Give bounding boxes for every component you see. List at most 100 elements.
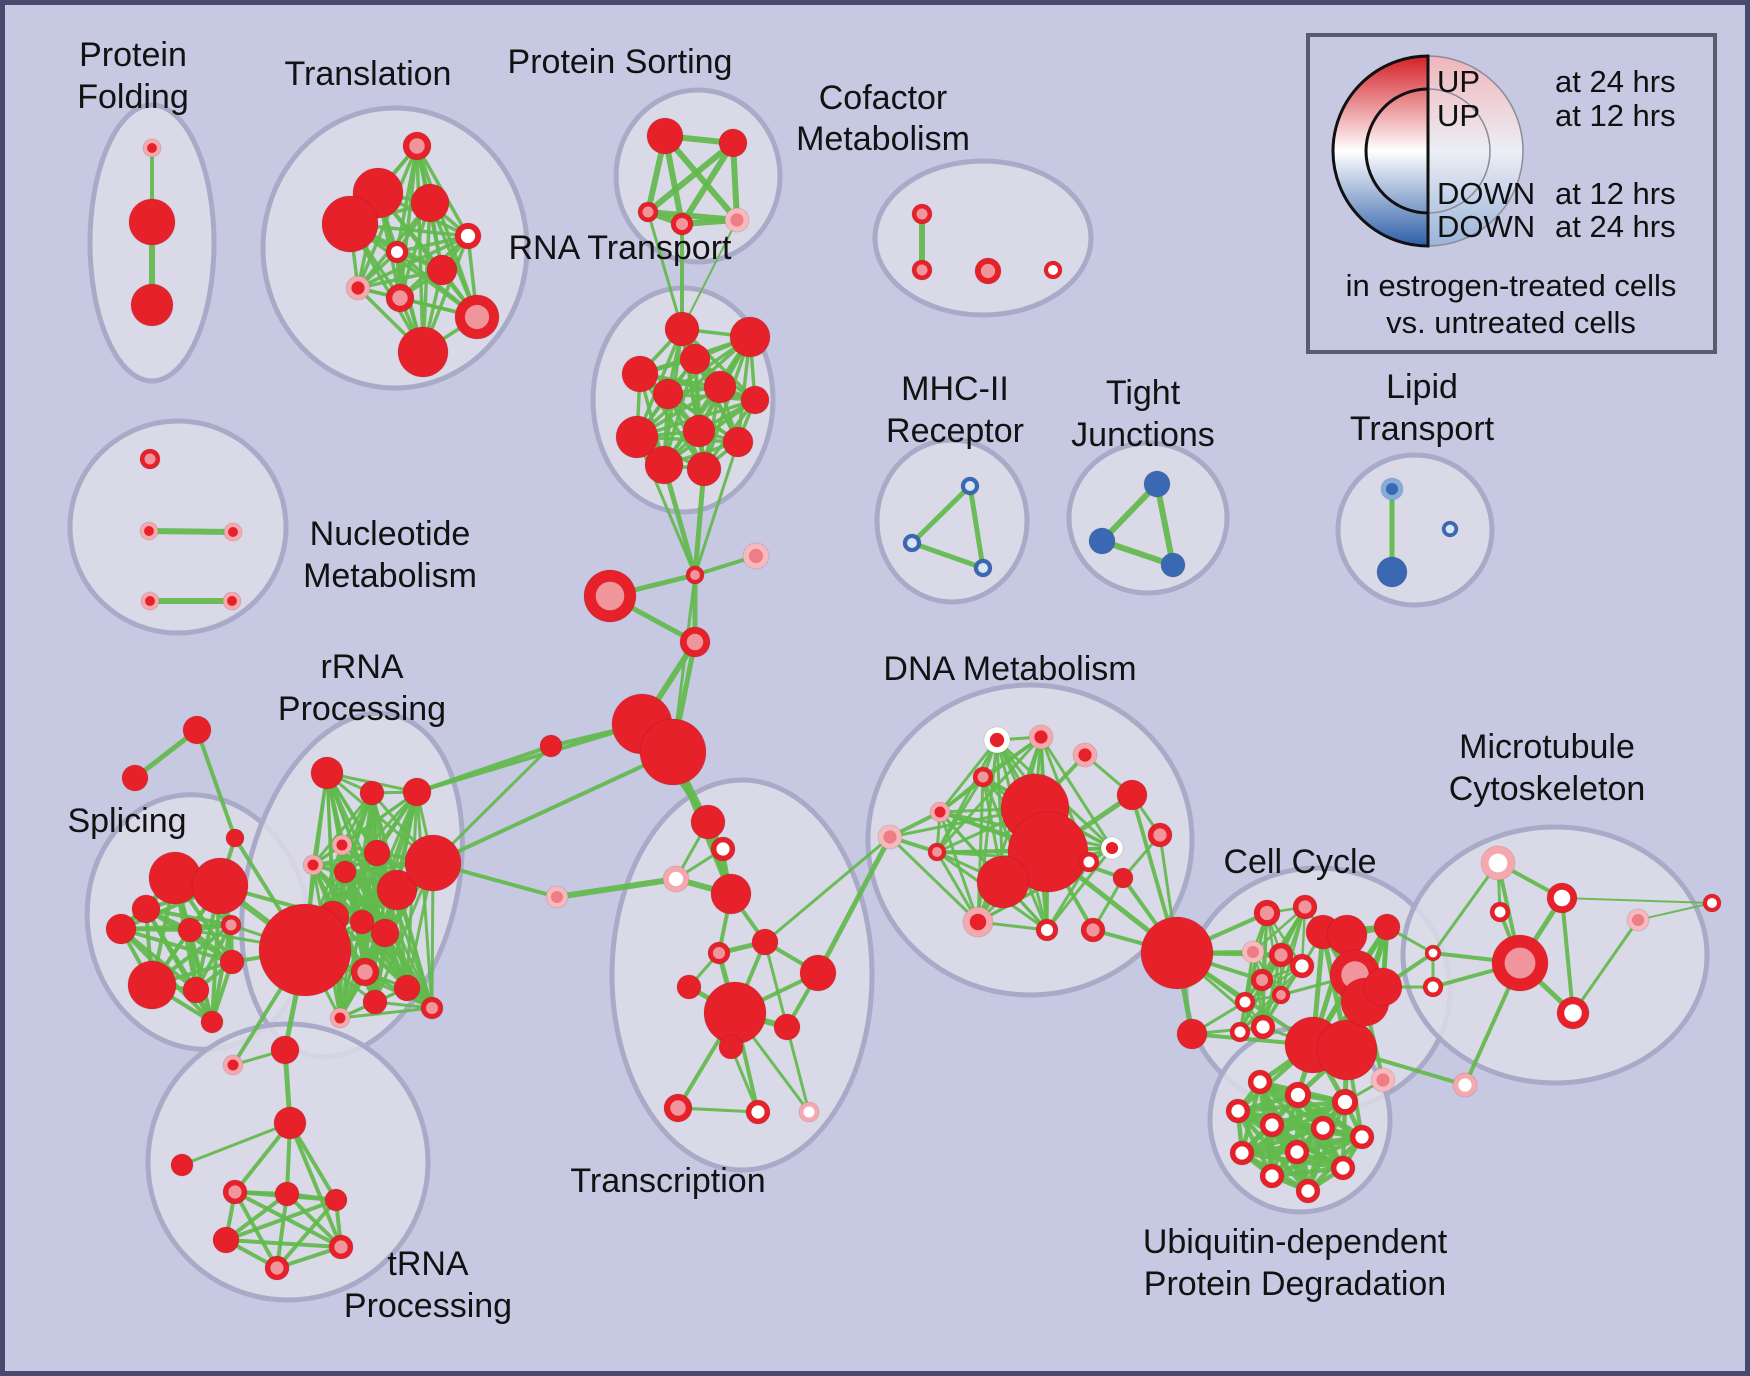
network-node-tc13[interactable] bbox=[745, 1099, 771, 1125]
network-node-cc9[interactable] bbox=[1250, 1014, 1276, 1040]
network-node-nm1[interactable] bbox=[139, 448, 161, 470]
network-node-cn3[interactable] bbox=[583, 569, 637, 623]
network-node-ub4[interactable] bbox=[1259, 1112, 1285, 1138]
network-node-nm4[interactable] bbox=[140, 591, 160, 611]
network-node-cf3[interactable] bbox=[974, 257, 1002, 285]
network-node-rr15[interactable] bbox=[393, 974, 421, 1002]
network-node-mt3[interactable] bbox=[1489, 901, 1511, 923]
network-node-cc17[interactable] bbox=[1373, 913, 1401, 941]
network-node-cc1[interactable] bbox=[1253, 899, 1281, 927]
network-node-tr10[interactable] bbox=[454, 294, 500, 340]
network-node-dm14[interactable] bbox=[1035, 918, 1059, 942]
network-node-tc9[interactable] bbox=[703, 981, 767, 1045]
network-node-ub7[interactable] bbox=[1349, 1124, 1375, 1150]
network-node-vc[interactable] bbox=[225, 828, 245, 848]
network-node-dm2[interactable] bbox=[1028, 724, 1054, 750]
network-node-rt1[interactable] bbox=[664, 311, 700, 347]
network-node-ub8[interactable] bbox=[1229, 1140, 1255, 1166]
network-node-rr13[interactable] bbox=[258, 903, 352, 997]
network-node-rr1[interactable] bbox=[310, 756, 344, 790]
network-node-ub13[interactable] bbox=[1370, 1067, 1396, 1093]
network-node-rr18[interactable] bbox=[420, 996, 444, 1020]
network-node-vb[interactable] bbox=[121, 764, 149, 792]
network-node-cc5[interactable] bbox=[1289, 953, 1315, 979]
network-node-lp3[interactable] bbox=[1441, 520, 1459, 538]
network-node-tn3[interactable] bbox=[324, 1188, 348, 1212]
network-node-ps1[interactable] bbox=[646, 117, 684, 155]
network-node-tr6[interactable] bbox=[385, 240, 409, 264]
network-node-tc5[interactable] bbox=[751, 928, 779, 956]
network-node-dm11[interactable] bbox=[1100, 836, 1124, 860]
network-node-dm5[interactable] bbox=[929, 801, 951, 823]
network-node-dm6[interactable] bbox=[927, 842, 947, 862]
network-node-cc16[interactable] bbox=[1363, 967, 1403, 1007]
network-node-mid2[interactable] bbox=[270, 1035, 300, 1065]
network-node-tc1[interactable] bbox=[690, 804, 726, 840]
network-node-nm2[interactable] bbox=[139, 521, 159, 541]
network-node-cn4[interactable] bbox=[679, 626, 711, 658]
network-node-cn2[interactable] bbox=[742, 542, 770, 570]
network-node-tr3[interactable] bbox=[321, 195, 379, 253]
network-node-mt2[interactable] bbox=[1546, 882, 1578, 914]
network-node-cc11[interactable] bbox=[1326, 914, 1368, 956]
network-node-rr9[interactable] bbox=[404, 834, 462, 892]
network-node-ps2[interactable] bbox=[718, 128, 748, 158]
network-node-cc8[interactable] bbox=[1271, 985, 1291, 1005]
network-node-nm5[interactable] bbox=[222, 591, 242, 611]
network-node-ccb2[interactable] bbox=[1176, 1018, 1208, 1050]
network-node-rr14[interactable] bbox=[350, 957, 380, 987]
network-node-tj2[interactable] bbox=[1088, 527, 1116, 555]
network-node-rr17[interactable] bbox=[362, 989, 388, 1015]
network-node-tc_p[interactable] bbox=[545, 885, 569, 909]
network-node-rt3[interactable] bbox=[621, 355, 659, 393]
network-node-dm17[interactable] bbox=[1080, 917, 1106, 943]
network-node-cc18[interactable] bbox=[1229, 1021, 1251, 1043]
network-node-ps3[interactable] bbox=[637, 201, 659, 223]
network-node-ps4[interactable] bbox=[670, 212, 694, 236]
network-node-va[interactable] bbox=[182, 715, 212, 745]
network-node-dm1[interactable] bbox=[983, 726, 1011, 754]
network-node-sp7[interactable] bbox=[127, 960, 177, 1010]
network-node-dm9[interactable] bbox=[976, 855, 1030, 909]
network-node-cc2[interactable] bbox=[1292, 894, 1318, 920]
network-node-mt6[interactable] bbox=[1422, 976, 1444, 998]
network-node-mt4[interactable] bbox=[1491, 934, 1549, 992]
network-node-dm8[interactable] bbox=[1007, 811, 1089, 893]
network-node-tr1[interactable] bbox=[402, 131, 432, 161]
network-node-rt12[interactable] bbox=[686, 451, 722, 487]
network-node-mh2[interactable] bbox=[902, 533, 922, 553]
network-node-sp8[interactable] bbox=[182, 976, 210, 1004]
network-node-tr5[interactable] bbox=[454, 222, 482, 250]
network-node-tc8[interactable] bbox=[676, 974, 702, 1000]
network-node-sp5[interactable] bbox=[177, 917, 203, 943]
network-node-mt1[interactable] bbox=[1480, 845, 1516, 881]
network-node-dm4[interactable] bbox=[972, 766, 994, 788]
network-node-ccb[interactable] bbox=[1140, 916, 1214, 990]
network-node-rr12[interactable] bbox=[370, 918, 400, 948]
network-node-tj3[interactable] bbox=[1160, 552, 1186, 578]
network-node-pb1[interactable] bbox=[1452, 1072, 1478, 1098]
network-node-rr11[interactable] bbox=[349, 909, 375, 935]
network-node-rr2[interactable] bbox=[359, 780, 385, 806]
network-node-pf3[interactable] bbox=[130, 283, 174, 327]
network-node-lp1[interactable] bbox=[1380, 477, 1404, 501]
network-node-ub1[interactable] bbox=[1247, 1069, 1273, 1095]
network-node-tr7[interactable] bbox=[426, 254, 458, 286]
network-node-mh1[interactable] bbox=[960, 476, 980, 496]
network-node-mid3[interactable] bbox=[273, 1106, 307, 1140]
network-node-tc2[interactable] bbox=[710, 836, 736, 862]
network-node-tr8[interactable] bbox=[345, 275, 371, 301]
network-node-tc10[interactable] bbox=[773, 1013, 801, 1041]
network-node-ub10[interactable] bbox=[1330, 1155, 1356, 1181]
network-node-br1[interactable] bbox=[877, 824, 903, 850]
network-node-sp10[interactable] bbox=[200, 1010, 224, 1034]
network-node-cc4[interactable] bbox=[1268, 942, 1294, 968]
network-node-nm3[interactable] bbox=[223, 522, 243, 542]
network-node-ub5[interactable] bbox=[1331, 1088, 1359, 1116]
network-node-rt2[interactable] bbox=[729, 316, 771, 358]
network-node-mh3[interactable] bbox=[973, 558, 993, 578]
network-node-mid4[interactable] bbox=[170, 1153, 194, 1177]
network-node-dm15[interactable] bbox=[1112, 867, 1134, 889]
network-node-tn6[interactable] bbox=[264, 1255, 290, 1281]
network-node-dm10[interactable] bbox=[1116, 779, 1148, 811]
